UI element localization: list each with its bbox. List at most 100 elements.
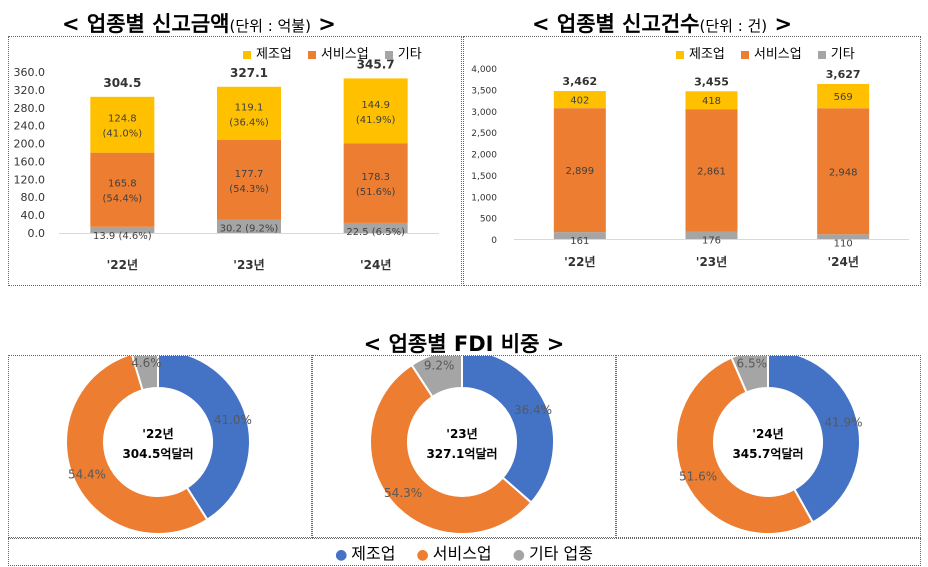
donut-legend-manufacturing: ● 제조업 <box>335 544 395 563</box>
bar-data-label: 13.9 (4.6%) <box>93 231 152 242</box>
y-tick-label: 40.0 <box>21 209 46 222</box>
donut-center-year: '23년 <box>446 427 477 441</box>
bar-data-label: 2,948 <box>829 167 858 178</box>
bar-segment <box>817 83 870 109</box>
bar-segment <box>685 109 738 232</box>
donut-percent-label: 6.5% <box>737 357 768 371</box>
donut-slice <box>65 356 209 535</box>
legend-dot-orange-icon: ● <box>416 547 429 563</box>
bar-total-label: 304.5 <box>103 76 141 90</box>
bar-segment <box>217 86 281 141</box>
count-title-main: < 업종별 신고건수 <box>532 12 700 36</box>
bar-segment <box>685 231 738 239</box>
bar-segment <box>343 78 408 144</box>
amount-title-end: > <box>310 12 336 36</box>
legend-swatch-manufacturing <box>243 50 251 59</box>
donut-center-year: '24년 <box>752 427 783 441</box>
donut-percent-label: 41.0% <box>214 413 252 427</box>
bar-data-label: (36.4%) <box>229 117 269 128</box>
count-bar-chart: 0 500 1,000 1,500 2,000 2,500 3,000 3,500 4,000 1… <box>471 65 909 269</box>
donut-legend-other: ● 기타 업종 <box>513 544 593 563</box>
donut-slice <box>675 356 815 535</box>
donut-slice <box>410 356 463 399</box>
donut-slice <box>767 356 861 524</box>
bar-segment <box>90 152 155 227</box>
legend-label: 제조업 <box>689 47 725 62</box>
legend-label: 기타 업종 <box>528 544 593 563</box>
bar-data-label: (41.0%) <box>103 129 143 140</box>
legend-other: 기타 <box>817 43 855 62</box>
donut-center-amount: 345.7억달러 <box>732 446 803 461</box>
y-tick-label: 280.0 <box>14 102 46 115</box>
count-title-unit: (단위 : 건) <box>699 17 768 35</box>
bar-segment <box>685 91 738 110</box>
legend-label: 제조업 <box>256 47 292 62</box>
bar-segment <box>343 143 408 223</box>
legend-dot-gray-icon: ● <box>512 547 525 563</box>
amount-title-unit: (단위 : 억불) <box>229 17 311 35</box>
bar-segment <box>217 140 281 220</box>
bar-total-label: 345.7 <box>357 57 395 71</box>
bar-data-label: 176 <box>702 235 721 246</box>
donut-percent-label: 9.2% <box>424 358 455 372</box>
amount-title-main: < 업종별 신고금액 <box>62 12 230 36</box>
bar-total-label: 3,627 <box>826 68 861 81</box>
bar-data-label: 124.8 <box>108 114 137 125</box>
legend-swatch-other <box>817 50 826 59</box>
amount-chart-panel <box>8 36 462 286</box>
bar-total-label: 327.1 <box>230 66 268 80</box>
bar-data-label: 165.8 <box>108 179 137 190</box>
x-category-label: '23년 <box>233 258 264 272</box>
legend-swatch-services <box>740 50 749 59</box>
donut-percent-label: 54.3% <box>384 486 422 500</box>
bar-data-label: 30.2 (9.2%) <box>220 223 279 234</box>
x-category-label: '24년 <box>827 255 858 269</box>
bar-segment <box>343 222 408 233</box>
donut-percent-label: 51.6% <box>679 470 717 484</box>
legend-label: 서비스업 <box>753 47 802 62</box>
legend-manufacturing: 제조업 <box>676 43 725 62</box>
bar-segment <box>90 96 155 153</box>
bar-data-label: 569 <box>834 92 853 103</box>
legend-label: 기타 <box>830 47 855 62</box>
donut-slice <box>730 356 769 394</box>
donut-legend-panel <box>8 538 921 566</box>
y-tick-label: 160.0 <box>14 155 46 168</box>
bar-data-label: 161 <box>570 236 589 247</box>
donut-center-amount: 327.1억달러 <box>426 446 497 461</box>
donut-percent-label: 4.6% <box>131 356 162 370</box>
donut-chart-2022: 41.0% 54.4% 4.6% '22년 304.5억달러 <box>65 356 252 535</box>
bar-segment <box>553 90 606 109</box>
bar-data-label: 2,861 <box>697 166 726 177</box>
legend-swatch-services <box>307 50 316 59</box>
legend-label: 제조업 <box>351 544 396 563</box>
amount-legend: 제조업 서비스업 기타 <box>243 43 422 62</box>
y-tick-label: 3,000 <box>471 108 497 118</box>
bar-data-label: 2,899 <box>566 166 595 177</box>
y-tick-label: 1,500 <box>471 172 497 182</box>
bar-data-label: (54.4%) <box>103 194 143 205</box>
y-tick-label: 500 <box>480 215 497 225</box>
y-tick-label: 2,500 <box>471 129 497 139</box>
legend-swatch-manufacturing <box>676 50 684 59</box>
legend-dot-blue-icon: ● <box>335 547 348 563</box>
bar-segment <box>90 226 155 233</box>
count-title-end: > <box>767 12 793 36</box>
y-tick-label: 3,500 <box>471 86 497 96</box>
y-tick-label: 4,000 <box>471 65 497 75</box>
bar-data-label: 119.1 <box>235 102 264 113</box>
legend-label: 서비스업 <box>320 47 369 62</box>
y-tick-label: 320.0 <box>14 84 46 97</box>
legend-swatch-other <box>384 50 393 59</box>
donut-slice <box>157 356 251 522</box>
legend-manufacturing: 제조업 <box>243 43 292 62</box>
legend-other: 기타 <box>384 43 422 62</box>
donut-chart-2023: 36.4% 54.3% 9.2% '23년 327.1억달러 <box>369 356 555 535</box>
x-category-label: '24년 <box>360 258 391 272</box>
donut-center-year: '22년 <box>142 427 173 441</box>
bar-segment <box>217 219 281 233</box>
count-chart-title: < 업종별 신고건수(단위 : 건) > <box>532 8 792 38</box>
bar-data-label: 178.3 <box>361 172 390 183</box>
count-chart-panel <box>463 36 921 286</box>
donut-legend-services: ● 서비스업 <box>417 544 492 563</box>
